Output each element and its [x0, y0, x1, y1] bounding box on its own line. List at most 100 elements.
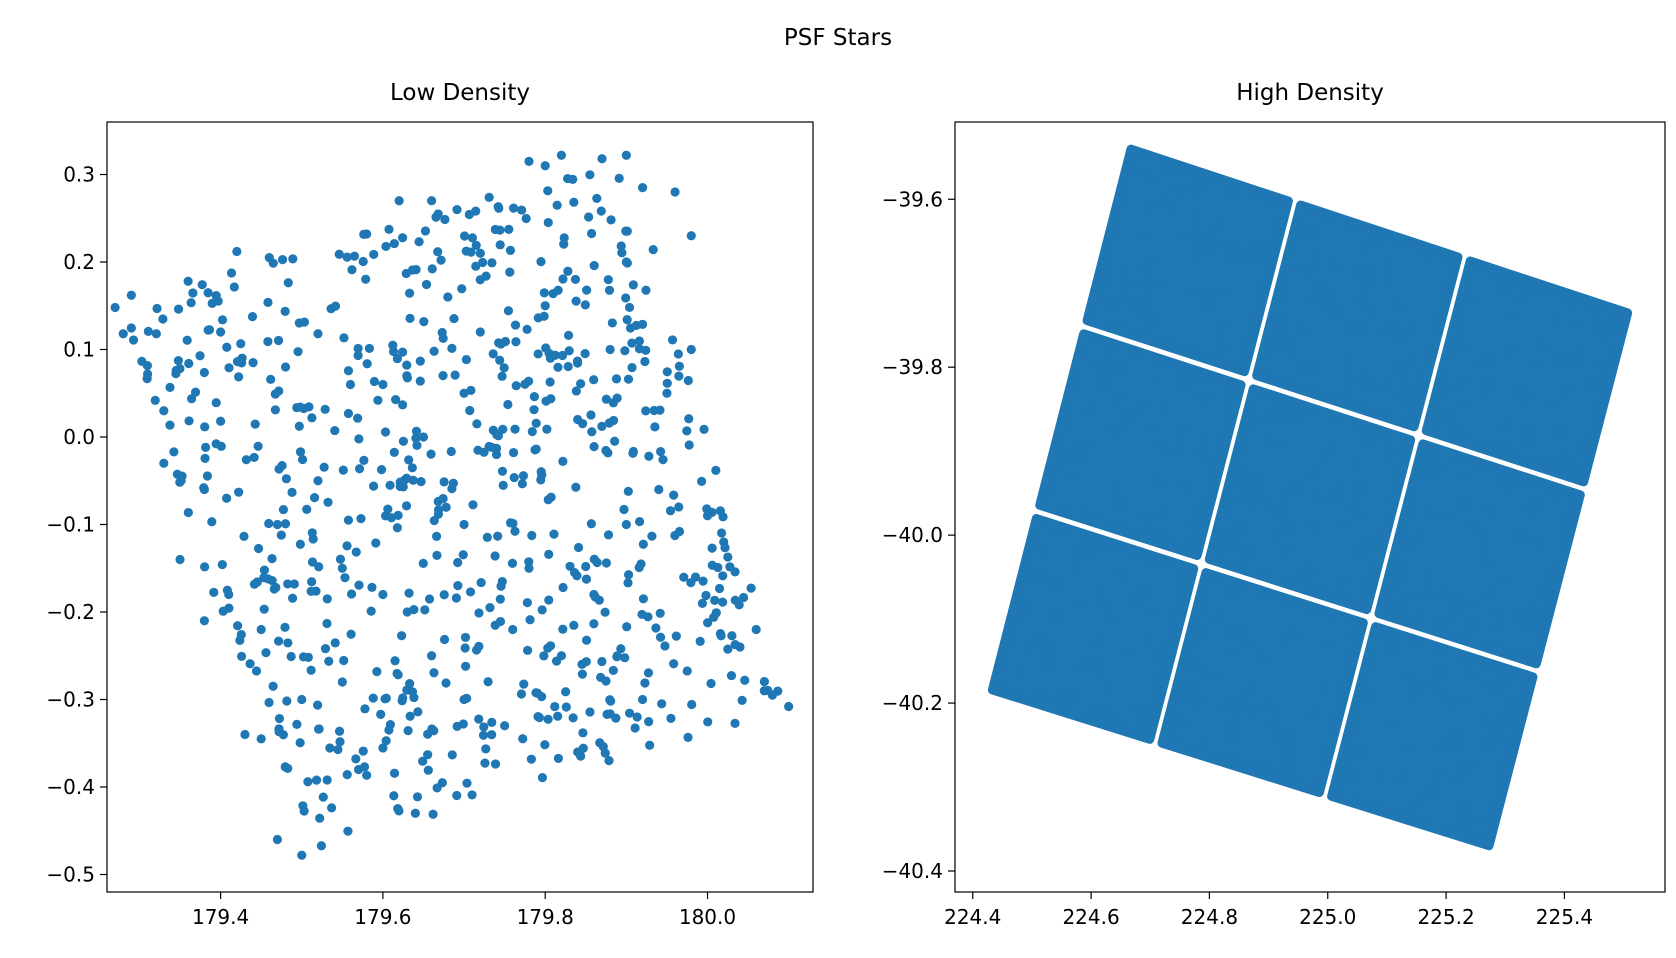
data-point — [481, 744, 491, 754]
data-point — [580, 349, 590, 359]
data-point — [158, 314, 168, 324]
data-point — [773, 686, 783, 696]
data-point — [1506, 715, 1516, 725]
data-point — [1455, 495, 1466, 505]
data-point — [468, 500, 478, 510]
data-point — [612, 393, 622, 403]
data-point — [496, 339, 506, 349]
data-point — [1562, 511, 1573, 521]
data-point — [1395, 578, 1405, 588]
data-point — [1178, 184, 1188, 194]
data-point — [361, 274, 371, 284]
data-point — [522, 324, 532, 334]
data-point — [1340, 574, 1350, 584]
data-point — [281, 474, 291, 484]
data-point — [518, 734, 528, 744]
data-point — [1494, 609, 1504, 619]
data-point — [1491, 735, 1501, 745]
data-point — [1411, 594, 1422, 604]
data-point — [203, 325, 213, 335]
data-point — [1284, 522, 1294, 532]
data-point — [1332, 306, 1342, 316]
data-point — [601, 394, 611, 404]
data-point — [1589, 324, 1599, 335]
data-point — [1157, 196, 1167, 206]
data-point — [1257, 244, 1268, 255]
data-point — [263, 297, 273, 307]
data-point — [621, 519, 631, 530]
data-point — [1226, 734, 1236, 744]
data-point — [263, 336, 273, 347]
data-point — [603, 530, 614, 540]
data-point — [643, 668, 654, 678]
data-point — [313, 476, 323, 486]
data-point — [448, 478, 458, 488]
data-point — [1597, 384, 1607, 394]
data-point — [703, 717, 713, 727]
data-point — [315, 813, 325, 823]
data-point — [1149, 376, 1159, 386]
data-point — [1440, 590, 1450, 600]
data-point — [1184, 287, 1194, 297]
data-point — [398, 482, 408, 492]
data-point — [1245, 686, 1255, 696]
data-point — [568, 713, 578, 723]
data-point — [378, 379, 388, 390]
data-point — [1413, 530, 1424, 540]
data-point — [1169, 735, 1179, 745]
data-point — [415, 356, 425, 366]
data-point — [1083, 550, 1093, 561]
data-point — [1181, 646, 1191, 657]
data-point — [517, 479, 527, 489]
data-point — [522, 598, 532, 608]
data-point — [1451, 595, 1461, 605]
data-point — [495, 616, 506, 627]
data-point — [545, 377, 555, 387]
data-point — [419, 316, 429, 327]
data-point — [1360, 371, 1370, 381]
data-point — [1537, 340, 1547, 350]
data-point — [1192, 510, 1202, 520]
data-point — [1398, 392, 1408, 402]
data-point — [402, 685, 412, 695]
data-point — [325, 743, 335, 753]
data-point — [623, 486, 633, 496]
data-point — [1139, 231, 1149, 241]
data-point — [404, 588, 414, 598]
data-point — [337, 677, 347, 687]
data-point — [1041, 635, 1051, 645]
data-point — [183, 276, 193, 286]
data-point — [354, 464, 365, 474]
data-point — [203, 288, 213, 298]
data-point — [666, 713, 676, 723]
detector-chip-points — [1421, 256, 1633, 487]
data-point — [1093, 359, 1103, 370]
data-point — [316, 841, 327, 851]
data-point — [1438, 382, 1448, 392]
data-point — [720, 543, 730, 553]
data-point — [353, 350, 363, 361]
data-point — [1143, 169, 1153, 179]
data-point — [1086, 404, 1096, 414]
data-point — [620, 653, 630, 663]
data-point — [1512, 478, 1522, 488]
data-point — [343, 515, 354, 525]
data-point — [197, 280, 207, 290]
data-point — [657, 699, 667, 709]
data-point — [1453, 776, 1464, 786]
data-point — [480, 758, 490, 768]
data-point — [563, 361, 573, 372]
data-point — [306, 665, 316, 675]
data-point — [586, 228, 597, 239]
data-point — [1290, 597, 1300, 608]
data-point — [407, 463, 417, 473]
data-point — [326, 803, 337, 813]
data-point — [1482, 594, 1492, 604]
data-point — [578, 419, 588, 429]
data-point — [563, 330, 574, 341]
data-point — [543, 217, 553, 228]
data-point — [309, 493, 320, 503]
data-point — [996, 685, 1006, 695]
data-point — [1249, 704, 1260, 714]
